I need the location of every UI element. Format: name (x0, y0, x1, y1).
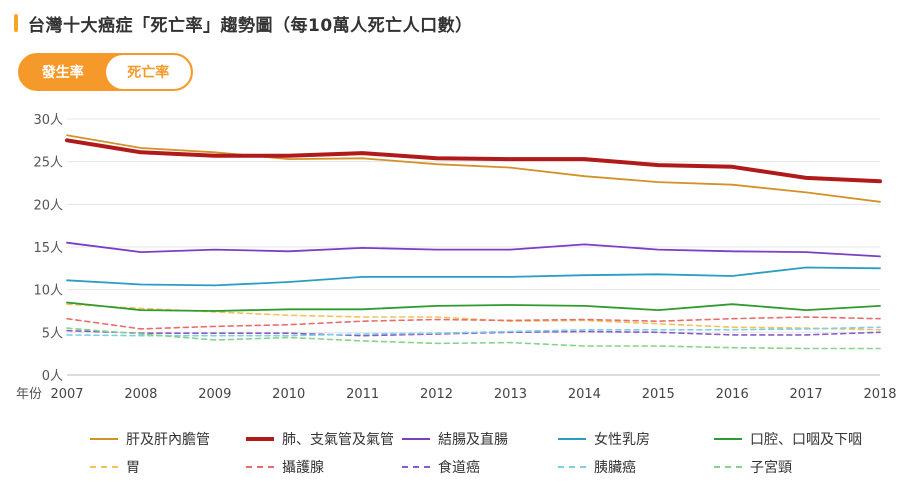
y-tick-label: 15人 (33, 241, 63, 256)
legend-swatch (90, 466, 118, 468)
x-tick-label: 2018 (863, 387, 896, 402)
series-line (66, 266, 881, 287)
legend-swatch (714, 438, 742, 440)
legend-label: 口腔、口咽及下咽 (750, 432, 862, 448)
toggle-incidence-button[interactable]: 發生率 (20, 55, 106, 89)
legend-item[interactable]: 結腸及直腸 (402, 429, 558, 449)
y-tick-label: 30人 (33, 113, 63, 128)
legend-label: 結腸及直腸 (438, 432, 508, 448)
legend-swatch (402, 466, 430, 468)
legend-label: 胰臟癌 (594, 460, 636, 476)
x-tick-label: 2011 (346, 387, 379, 402)
series-line (66, 241, 881, 258)
legend-label: 攝護腺 (282, 460, 324, 476)
x-tick-label: 2010 (272, 387, 305, 402)
legend-swatch (246, 466, 274, 468)
legend-swatch (90, 438, 118, 440)
series-line (66, 303, 881, 331)
legend-label: 肝及肝內膽管 (126, 432, 210, 448)
x-tick-label: 2007 (50, 387, 83, 402)
legend-item[interactable]: 子宮頸 (714, 457, 870, 477)
toggle-mortality-button[interactable]: 死亡率 (105, 55, 191, 89)
legend-item[interactable]: 肝及肝內膽管 (90, 429, 246, 449)
x-tick-label: 2009 (198, 387, 231, 402)
y-tick-label: 20人 (33, 198, 63, 213)
legend-item[interactable]: 女性乳房 (558, 429, 714, 449)
x-tick-label: 2013 (494, 387, 527, 402)
series-line (66, 316, 881, 330)
x-tick-label: 2015 (642, 387, 675, 402)
x-tick-label: 2008 (124, 387, 157, 402)
x-tick-label: 2017 (790, 387, 823, 402)
legend-item[interactable]: 口腔、口咽及下咽 (714, 429, 870, 449)
legend-label: 女性乳房 (594, 432, 650, 448)
series-line (66, 327, 881, 350)
y-tick-label: 25人 (33, 156, 63, 171)
x-axis-label: 年份 (16, 387, 42, 402)
legend-label: 肺、支氣管及氣管 (282, 432, 394, 448)
legend-item[interactable]: 胃 (90, 457, 246, 477)
legend-swatch (246, 437, 274, 441)
legend-item[interactable]: 肺、支氣管及氣管 (246, 429, 402, 449)
legend-swatch (402, 438, 430, 440)
series-line (65, 138, 882, 184)
chart-header: 台灣十大癌症「死亡率」趨勢圖（每10萬人死亡人口數） (14, 11, 473, 36)
page-title: 台灣十大癌症「死亡率」趨勢圖（每10萬人死亡人口數） (28, 15, 473, 36)
legend-row: 肝及肝內膽管 肺、支氣管及氣管 結腸及直腸 女性乳房 口腔、口咽及下咽 (90, 425, 870, 453)
legend-item[interactable]: 攝護腺 (246, 457, 402, 477)
series-line (66, 326, 881, 337)
metric-toggle: 發生率 死亡率 (18, 53, 193, 91)
x-tick-label: 2012 (420, 387, 453, 402)
y-tick-label: 10人 (33, 284, 63, 299)
legend-swatch (558, 466, 586, 468)
legend-swatch (558, 438, 586, 440)
x-tick-label: 2014 (568, 387, 601, 402)
legend-label: 胃 (126, 460, 140, 476)
legend-label: 食道癌 (438, 460, 480, 476)
series-line (66, 301, 881, 312)
y-tick-label: 0人 (42, 369, 63, 384)
series-line (66, 134, 881, 203)
legend-row: 胃 攝護腺 食道癌 胰臟癌 子宮頸 (90, 453, 870, 481)
legend-item[interactable]: 食道癌 (402, 457, 558, 477)
legend-label: 子宮頸 (750, 460, 792, 476)
legend-item[interactable]: 胰臟癌 (558, 457, 714, 477)
x-tick-label: 2016 (716, 387, 749, 402)
chart-legend: 肝及肝內膽管 肺、支氣管及氣管 結腸及直腸 女性乳房 口腔、口咽及下咽胃 攝護腺 食道癌 胰臟… (90, 425, 870, 481)
y-tick-label: 5人 (42, 326, 63, 341)
legend-swatch (714, 466, 742, 468)
title-accent-bar (14, 14, 18, 32)
